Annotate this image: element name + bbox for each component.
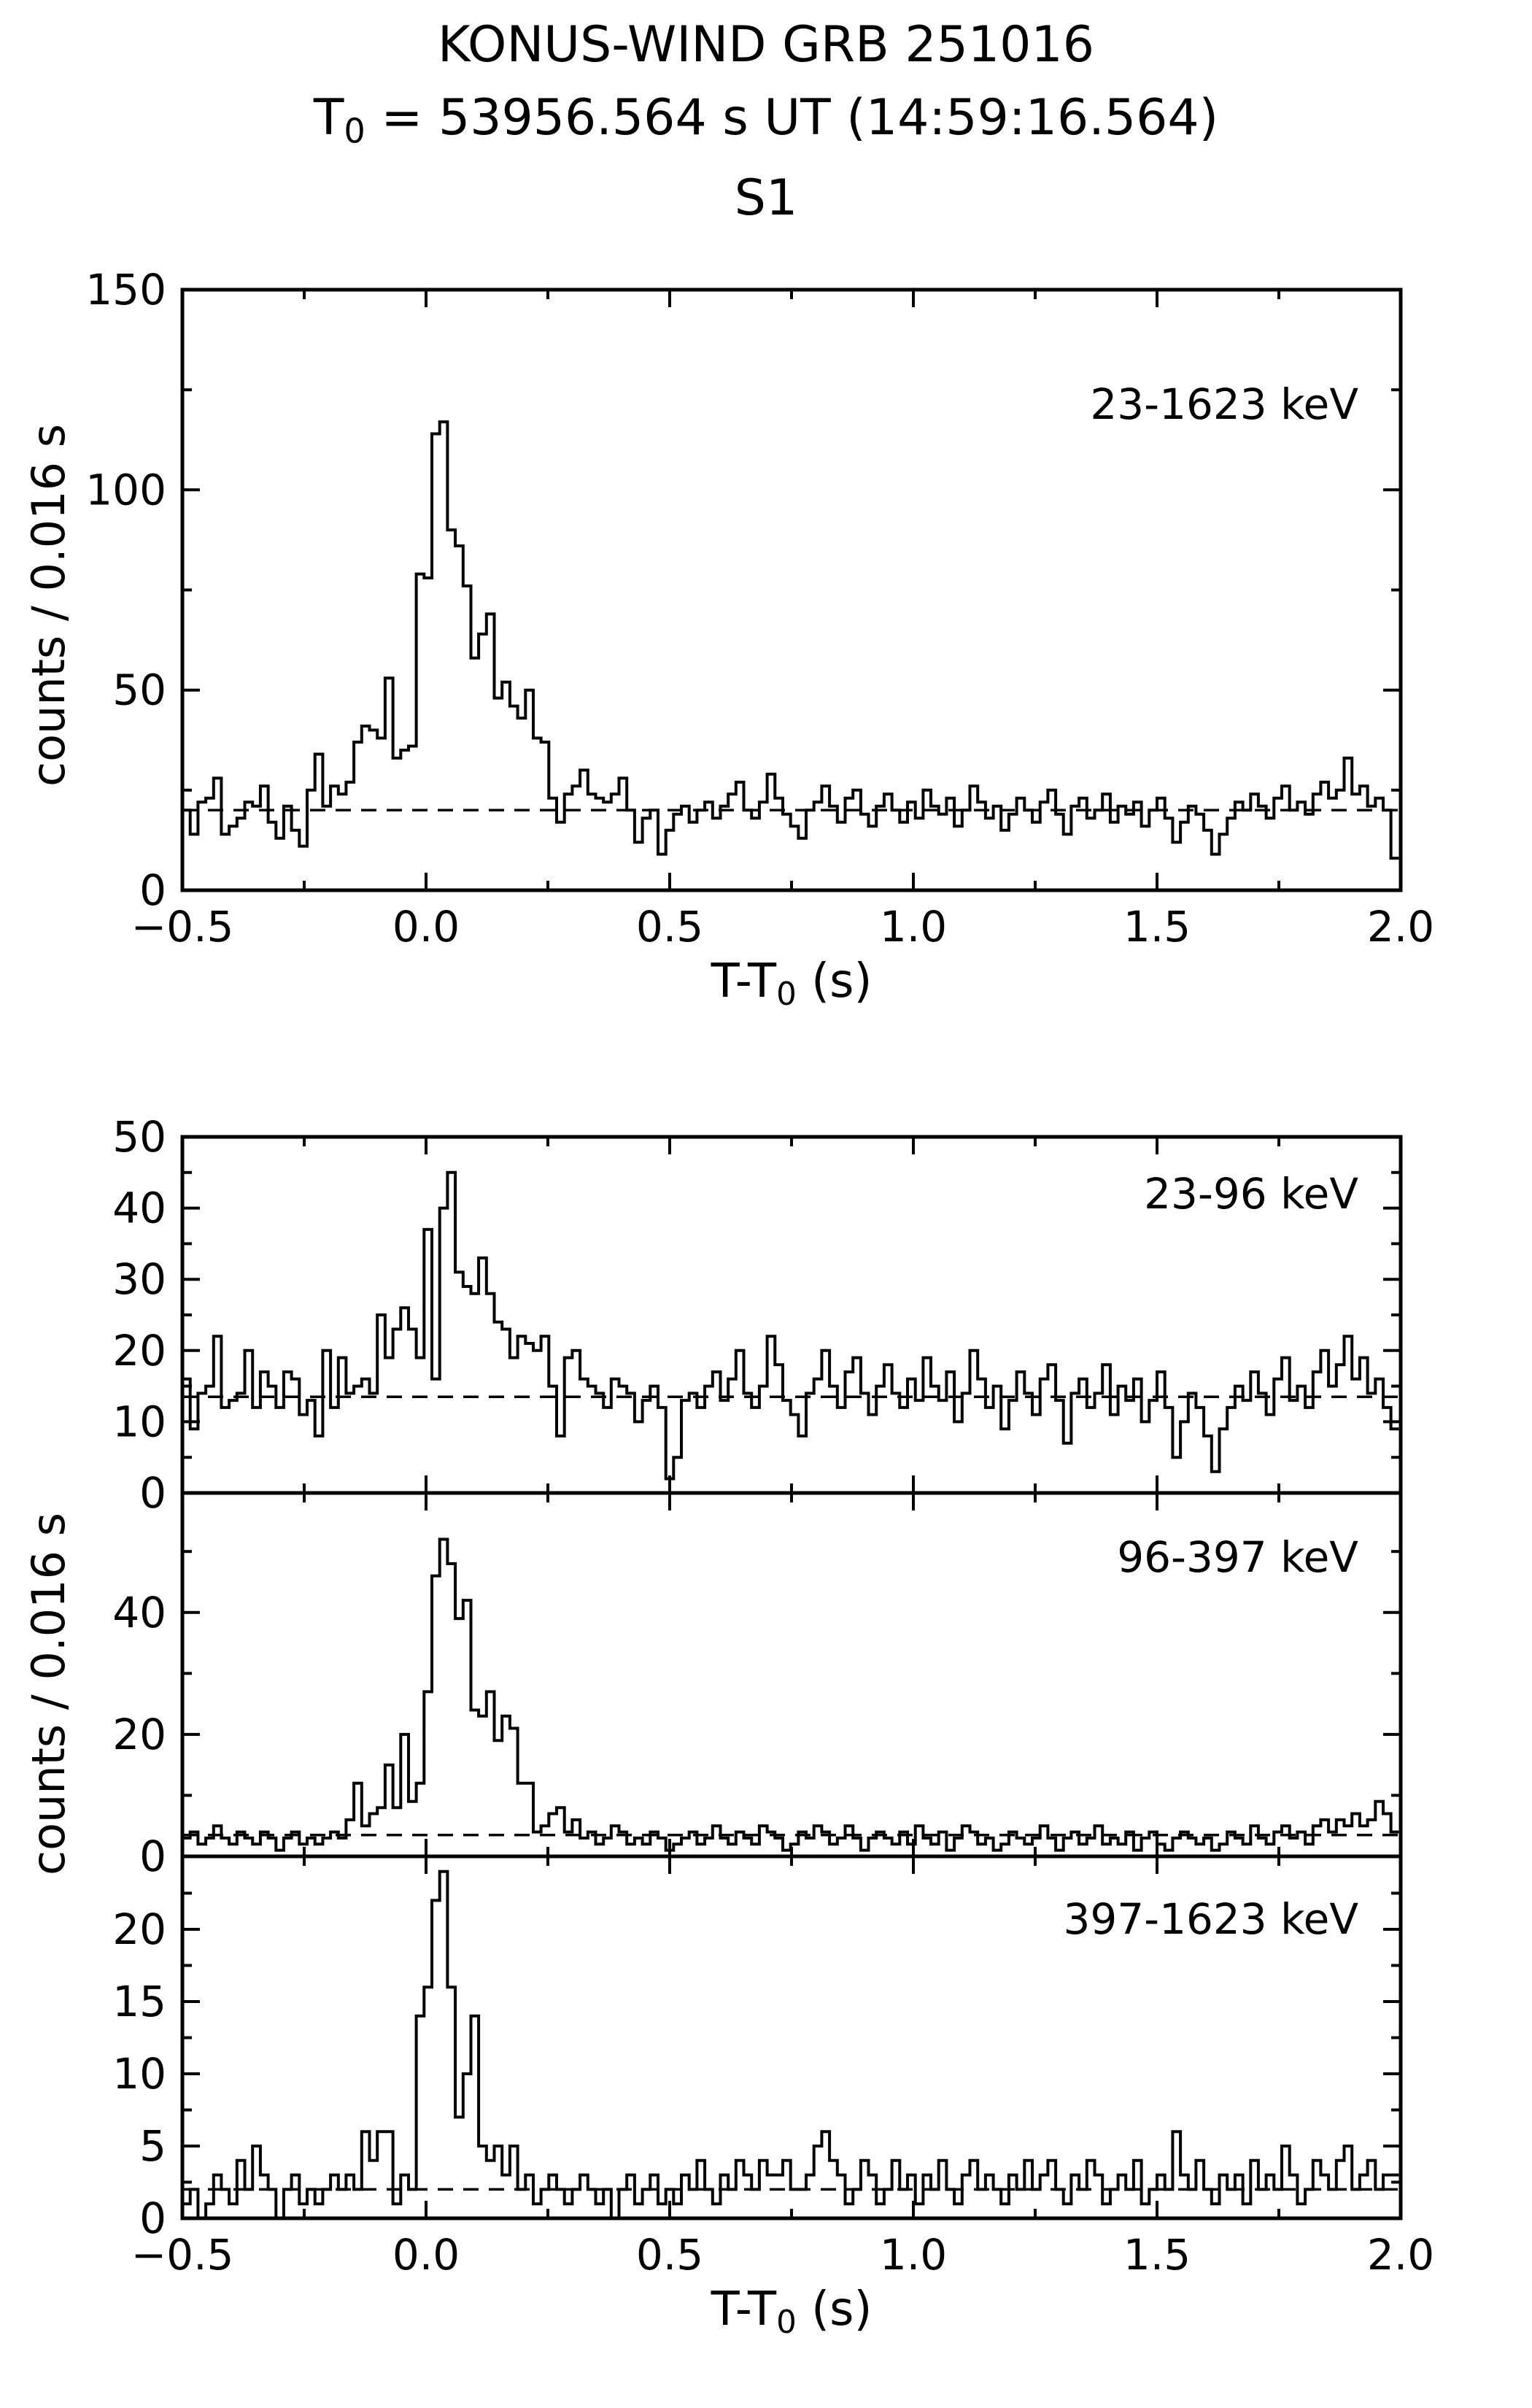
panel-1-y-tick-labels: 0 50 100 150: [85, 265, 166, 915]
energy-band-label-soft: 23-96 keV: [804, 1169, 1358, 1219]
x-axis-label-prefix: T-T: [711, 954, 777, 1008]
x-axis-label-suffix: (s): [796, 2282, 873, 2336]
svg-text:50: 50: [112, 665, 166, 715]
energy-band-label-total-text: 23-1623 keV: [1090, 379, 1358, 429]
svg-text:1.0: 1.0: [880, 2230, 947, 2280]
svg-text:20: 20: [112, 1905, 166, 1954]
panel-4-trace: [182, 1869, 1399, 2220]
svg-text:1.0: 1.0: [880, 902, 947, 952]
y-axis-label-top-text: counts / 0.016 s: [22, 423, 75, 787]
panel-3-y-tick-labels: 0 20 40: [112, 1588, 166, 1881]
svg-text:0: 0: [139, 1832, 166, 1881]
svg-text:15: 15: [112, 1977, 166, 2026]
x-axis-label-subscript: 0: [776, 976, 797, 1013]
t0-symbol: T: [313, 89, 344, 147]
energy-band-label-soft-text: 23-96 keV: [1144, 1169, 1358, 1219]
energy-band-label-medium-text: 96-397 keV: [1117, 1532, 1358, 1582]
svg-text:0.5: 0.5: [636, 902, 703, 952]
x-axis-label-bottom-panels: T-T0 (s): [0, 2282, 1532, 2341]
panel-1-trace: [182, 420, 1399, 860]
x-axis-label-top-panel: T-T0 (s): [0, 954, 1532, 1013]
y-axis-label-bottom-panels: counts / 0.016 s: [22, 1513, 75, 1875]
y-axis-label-bottom-text: counts / 0.016 s: [22, 1512, 75, 1875]
svg-text:0: 0: [139, 865, 166, 915]
svg-text:40: 40: [112, 1184, 166, 1233]
svg-text:30: 30: [112, 1254, 166, 1304]
y-axis-label-top-panel: counts / 0.016 s: [22, 424, 75, 787]
svg-text:20: 20: [112, 1326, 166, 1375]
svg-text:0.0: 0.0: [392, 2230, 460, 2280]
energy-band-label-medium: 96-397 keV: [804, 1532, 1358, 1582]
panel-2-y-tick-labels: 0 10 20 30 40 50: [112, 1112, 166, 1518]
figure-subtitle-detector: S1: [0, 169, 1532, 227]
svg-text:10: 10: [112, 1397, 166, 1446]
svg-text:10: 10: [112, 2049, 166, 2099]
x-axis-label-subscript: 0: [776, 2304, 797, 2341]
svg-text:0: 0: [139, 2193, 166, 2243]
svg-text:−0.5: −0.5: [131, 902, 234, 952]
detector-name: S1: [734, 169, 798, 227]
panel-1-x-tick-labels: −0.5 0.0 0.5 1.0 1.5 2.0: [131, 902, 1435, 952]
svg-text:100: 100: [85, 465, 166, 514]
svg-text:0: 0: [139, 1468, 166, 1518]
energy-band-label-hard: 397-1623 keV: [804, 1894, 1358, 1944]
svg-text:2.0: 2.0: [1367, 2230, 1434, 2280]
svg-text:1.5: 1.5: [1123, 2230, 1191, 2280]
t0-value-text: = 53956.564 s UT (14:59:16.564): [365, 89, 1219, 147]
svg-text:150: 150: [85, 265, 166, 314]
figure-title: KONUS-WIND GRB 251016: [0, 16, 1532, 74]
panel-2-trace: [182, 1170, 1399, 1481]
energy-band-label-total: 23-1623 keV: [804, 379, 1358, 429]
panel-4-x-tick-labels: −0.5 0.0 0.5 1.0 1.5 2.0: [131, 2230, 1435, 2280]
t0-subscript: 0: [344, 111, 365, 151]
svg-text:50: 50: [112, 1112, 166, 1162]
panel-4-y-tick-labels: 0 5 10 15 20: [112, 1905, 166, 2243]
svg-text:5: 5: [139, 2121, 166, 2171]
x-axis-label-prefix: T-T: [711, 2282, 777, 2336]
svg-text:1.5: 1.5: [1123, 902, 1191, 952]
svg-text:0.0: 0.0: [392, 902, 460, 952]
svg-text:40: 40: [112, 1588, 166, 1637]
figure-title-text: KONUS-WIND GRB 251016: [438, 16, 1094, 74]
x-axis-label-suffix: (s): [796, 954, 873, 1008]
svg-text:2.0: 2.0: [1367, 902, 1434, 952]
figure-subtitle-t0: T0 = 53956.564 s UT (14:59:16.564): [0, 89, 1532, 151]
svg-text:20: 20: [112, 1710, 166, 1759]
panel-3-trace: [182, 1537, 1399, 1852]
energy-band-label-hard-text: 397-1623 keV: [1063, 1894, 1358, 1944]
svg-text:0.5: 0.5: [636, 2230, 703, 2280]
svg-text:−0.5: −0.5: [131, 2230, 234, 2280]
